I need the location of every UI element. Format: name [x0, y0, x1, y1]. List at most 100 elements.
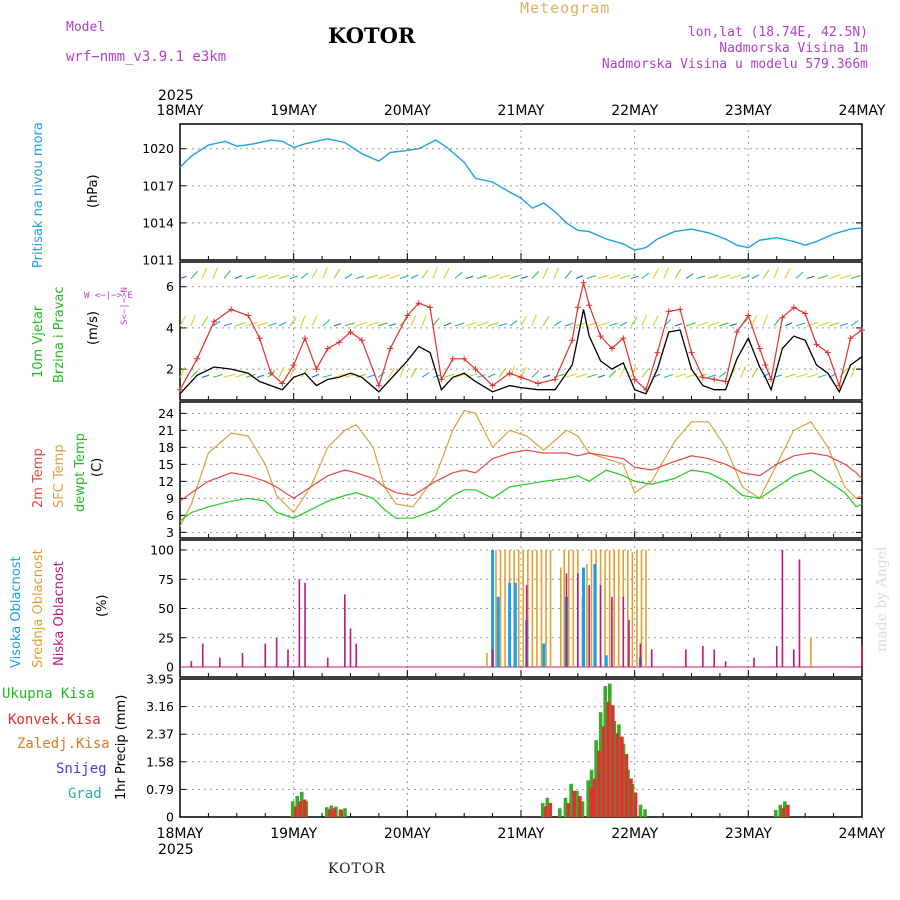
wind-speed-point [688, 349, 695, 356]
pressure-y-tick-label: 1020 [142, 141, 174, 156]
cloud-bar-mid [531, 550, 534, 667]
wind-direction-arrow [762, 269, 770, 279]
precip-total-bar [343, 808, 347, 817]
wind-direction-arrow [718, 274, 731, 280]
wind-direction-arrow [443, 322, 452, 327]
cloud-bar-mid [627, 550, 629, 667]
wind-speed-point [711, 376, 718, 383]
wind-direction-arrow [773, 317, 781, 327]
wind-speed-point [336, 339, 343, 346]
wind-speed-point [211, 318, 218, 325]
wind-direction-arrow [498, 368, 506, 378]
wind-direction-arrow [344, 322, 355, 327]
wind-direction-arrow [289, 275, 298, 280]
cloud-bar-mid [522, 550, 525, 667]
wind-direction-arrow [597, 321, 609, 327]
cloud-bar-low [344, 594, 346, 667]
wind-direction-arrow [674, 373, 687, 378]
cloud-bar-low [798, 559, 801, 667]
year-label-top: 2025 [158, 88, 194, 104]
wind-direction-arrow [201, 316, 209, 327]
wind-direction-arrow [300, 314, 306, 327]
wind-direction-arrow [850, 320, 859, 327]
wind-speed-point [665, 308, 672, 315]
model-label: Model [66, 20, 106, 35]
wind-direction-arrow [223, 322, 233, 327]
wind-direction-arrow [212, 320, 221, 327]
wind-direction-arrow [597, 374, 605, 378]
cloud-bar-low [622, 596, 625, 667]
wind-direction-arrow [619, 274, 631, 280]
wind-direction-arrow [531, 370, 540, 378]
wind-direction-arrow [476, 374, 486, 378]
precip-convective-bar [293, 806, 298, 817]
wind-direction-arrow [223, 270, 231, 279]
wind-direction-arrow [278, 274, 290, 280]
cloud-bar-mid [645, 550, 647, 667]
wind-direction-arrow [531, 270, 540, 279]
cloud-bar-low [298, 579, 301, 667]
wind-direction-arrow [190, 314, 196, 327]
wind-speed-point [518, 374, 524, 381]
wind-speed-point [762, 361, 769, 368]
wind-speed-point [569, 337, 576, 344]
data-layer: 1011101410171020246369121518212402550751… [142, 103, 886, 842]
date-label-bottom: 24MAY [839, 826, 886, 842]
precip-y-tick-label: 2.37 [146, 727, 174, 742]
wind-direction-arrow [806, 321, 819, 327]
precip-total-bar [324, 807, 329, 817]
temperature-y-tick-label: 12 [158, 474, 174, 489]
wind-y-tick-label: 6 [166, 279, 174, 294]
wind-speed-point [290, 361, 297, 368]
cloud-bar-low [218, 657, 221, 667]
wind-direction-arrow [828, 274, 841, 280]
wind-gust-line [179, 309, 863, 395]
wind-speed-point [506, 370, 513, 377]
cloud-bar-mid [504, 550, 506, 667]
wind-speed-point [427, 304, 434, 311]
wind-speed-point [324, 345, 331, 352]
wind-direction-arrow [839, 274, 852, 280]
wind-speed-point [586, 302, 593, 309]
wind-direction-arrow [531, 314, 537, 327]
wind-direction-arrow [520, 275, 528, 280]
wind-direction-arrow [564, 270, 572, 279]
cloud-bar-mid [499, 550, 502, 667]
cloud-bar-low [304, 582, 306, 667]
wind-direction-arrow [839, 322, 848, 327]
wind-speed-point [358, 337, 365, 344]
cloud-bar-low [326, 657, 329, 667]
wind-speed-point [733, 329, 740, 336]
wind-direction-arrow [487, 322, 499, 327]
legend-snow: Snijeg [56, 761, 107, 777]
cloud-bar-low [639, 643, 642, 667]
cloud-bar-mid [810, 637, 812, 667]
wind-speed-point [779, 314, 786, 321]
cloud-bar-low [190, 661, 193, 667]
precip-convective-bar [566, 803, 571, 817]
cloud-bar-low [599, 585, 602, 667]
date-label-top: 24MAY [839, 103, 886, 119]
precip-convective-bar [327, 809, 332, 817]
cloud-bar-low [287, 649, 289, 667]
cloud-bar-mid [536, 550, 538, 667]
wind-direction-arrow [179, 366, 186, 378]
wind-direction-arrow [520, 315, 527, 327]
precip-total-bar [557, 808, 562, 817]
cloud-bar-mid [549, 550, 552, 667]
precip-y-tick-label: 3.16 [146, 699, 174, 714]
wind-speed-point [824, 349, 831, 356]
cloud-bar-low [491, 649, 494, 667]
wind-direction-arrow [564, 322, 574, 327]
wind-direction-arrow [432, 267, 438, 279]
precip-total-bar [594, 740, 598, 817]
meteogram-subtitle: Meteogram [520, 0, 611, 17]
wind-direction-arrow [443, 373, 455, 378]
precip-convective-bar [302, 799, 307, 817]
wind-direction-arrow [300, 272, 309, 279]
wind-direction-arrow [762, 314, 769, 327]
compass-ns-label: S<−|−>N [120, 287, 130, 325]
wind-direction-arrow [630, 316, 638, 327]
watermark: made by Angel [874, 546, 890, 652]
wind-speed-point [597, 333, 604, 340]
